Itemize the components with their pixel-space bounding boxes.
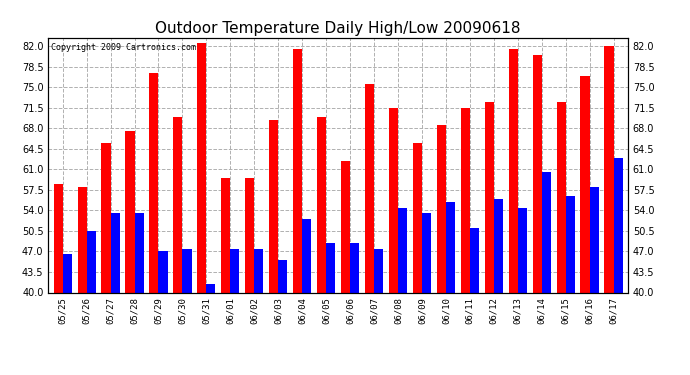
Bar [317,117,326,292]
Bar [77,187,87,292]
Text: Copyright 2009 Cartronics.com: Copyright 2009 Cartronics.com [51,43,196,52]
Bar [566,196,575,292]
Bar [173,117,182,292]
Bar [278,260,287,292]
Bar [221,178,230,292]
Bar [110,213,119,292]
Bar [580,76,589,292]
Title: Outdoor Temperature Daily High/Low 20090618: Outdoor Temperature Daily High/Low 20090… [155,21,521,36]
Bar [365,84,374,292]
Bar [63,254,72,292]
Bar [269,120,278,292]
Bar [589,187,599,292]
Bar [374,249,383,292]
Bar [422,213,431,292]
Bar [159,252,168,292]
Bar [518,207,527,292]
Bar [341,160,350,292]
Bar [461,108,470,292]
Bar [87,231,96,292]
Bar [293,49,302,292]
Bar [494,199,503,292]
Bar [182,249,192,292]
Bar [255,249,264,292]
Bar [509,49,518,292]
Bar [135,213,144,292]
Bar [230,249,239,292]
Bar [101,143,110,292]
Bar [389,108,398,292]
Bar [398,207,407,292]
Bar [542,172,551,292]
Bar [413,143,422,292]
Bar [437,125,446,292]
Bar [126,131,135,292]
Bar [533,55,542,292]
Bar [245,178,255,292]
Bar [470,228,479,292]
Bar [326,243,335,292]
Bar [206,284,215,292]
Bar [446,202,455,292]
Bar [604,46,613,292]
Bar [54,184,63,292]
Bar [197,44,206,292]
Bar [484,102,494,292]
Bar [149,73,159,292]
Bar [613,158,622,292]
Bar [302,219,311,292]
Bar [557,102,566,292]
Bar [350,243,359,292]
